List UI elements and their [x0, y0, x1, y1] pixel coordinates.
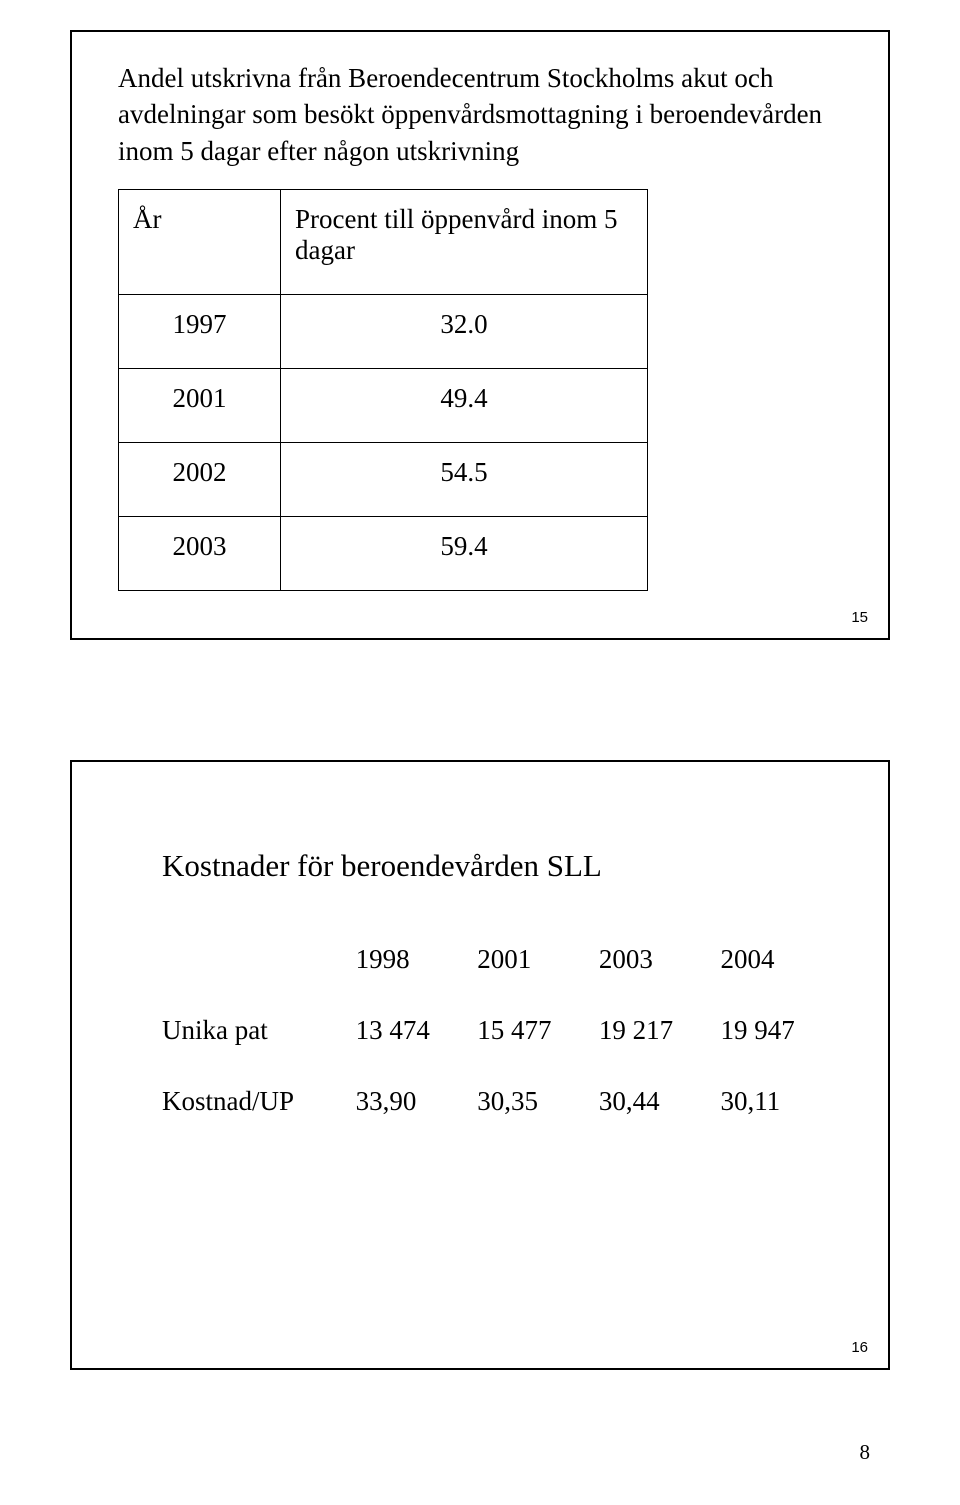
slide-2: Kostnader för beroendevården SLL 1998 20… — [70, 760, 890, 1370]
cell-value: 30,35 — [477, 1086, 599, 1157]
col-header-year: År — [119, 190, 281, 295]
table-row: 2001 49.4 — [119, 369, 648, 443]
table-row: Kostnad/UP 33,90 30,35 30,44 30,11 — [162, 1086, 842, 1157]
page-number: 8 — [70, 1440, 870, 1465]
cell-year: 2003 — [119, 517, 281, 591]
slide-2-number: 16 — [851, 1339, 868, 1356]
cell-percent: 32.0 — [281, 295, 648, 369]
slide-1-title: Andel utskrivna från Beroendecentrum Sto… — [118, 60, 842, 169]
page: Andel utskrivna från Beroendecentrum Sto… — [0, 0, 960, 1505]
col-header: 2003 — [599, 944, 721, 1015]
cell-year: 2001 — [119, 369, 281, 443]
cell-percent: 49.4 — [281, 369, 648, 443]
slide-2-title: Kostnader för beroendevården SLL — [162, 848, 842, 884]
cell-value: 19 217 — [599, 1015, 721, 1086]
row-label: Kostnad/UP — [162, 1086, 356, 1157]
slide-2-table-wrap: 1998 2001 2003 2004 Unika pat 13 474 15 … — [162, 944, 842, 1157]
cell-value: 13 474 — [356, 1015, 478, 1086]
col-header: 2001 — [477, 944, 599, 1015]
empty-cell — [162, 944, 356, 1015]
table-header-row: 1998 2001 2003 2004 — [162, 944, 842, 1015]
table-row: 2002 54.5 — [119, 443, 648, 517]
col-header: 2004 — [720, 944, 842, 1015]
cell-value: 30,11 — [720, 1086, 842, 1157]
slide-1: Andel utskrivna från Beroendecentrum Sto… — [70, 30, 890, 640]
cell-year: 1997 — [119, 295, 281, 369]
table-row: 2003 59.4 — [119, 517, 648, 591]
col-header: 1998 — [356, 944, 478, 1015]
cell-percent: 59.4 — [281, 517, 648, 591]
slide-1-number: 15 — [851, 609, 868, 626]
col-header-percent: Procent till öppenvård inom 5 dagar — [281, 190, 648, 295]
cell-value: 19 947 — [720, 1015, 842, 1086]
table-row: 1997 32.0 — [119, 295, 648, 369]
cell-value: 15 477 — [477, 1015, 599, 1086]
cell-year: 2002 — [119, 443, 281, 517]
row-label: Unika pat — [162, 1015, 356, 1086]
slide-2-table: 1998 2001 2003 2004 Unika pat 13 474 15 … — [162, 944, 842, 1157]
cell-value: 30,44 — [599, 1086, 721, 1157]
cell-value: 33,90 — [356, 1086, 478, 1157]
slide-1-table: År Procent till öppenvård inom 5 dagar 1… — [118, 189, 648, 591]
table-row: Unika pat 13 474 15 477 19 217 19 947 — [162, 1015, 842, 1086]
cell-percent: 54.5 — [281, 443, 648, 517]
table-header-row: År Procent till öppenvård inom 5 dagar — [119, 190, 648, 295]
